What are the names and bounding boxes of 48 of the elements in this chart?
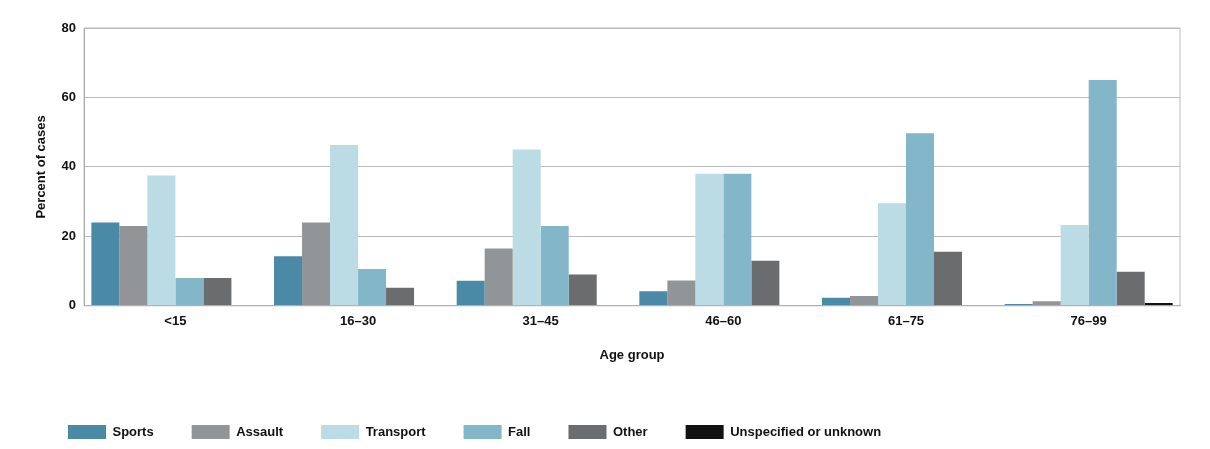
bar bbox=[568, 274, 597, 306]
bar bbox=[695, 173, 724, 306]
legend-label: Assault bbox=[236, 423, 284, 439]
bar bbox=[1060, 224, 1089, 306]
bar bbox=[540, 225, 569, 306]
y-tick-label: 60 bbox=[61, 89, 77, 105]
bar bbox=[512, 149, 541, 306]
bar bbox=[723, 173, 752, 306]
x-tick-label: 16–30 bbox=[339, 313, 377, 329]
legend-label: Fall bbox=[508, 423, 531, 439]
bar bbox=[639, 291, 668, 306]
bar bbox=[456, 280, 485, 306]
y-axis-title: Percent of cases bbox=[33, 115, 49, 219]
bar bbox=[203, 278, 232, 306]
x-tick-label: 61–75 bbox=[887, 313, 925, 329]
bar bbox=[878, 203, 907, 306]
bar bbox=[330, 145, 359, 306]
legend-label: Sports bbox=[112, 423, 154, 439]
bar bbox=[1032, 301, 1061, 306]
bar bbox=[751, 260, 780, 306]
y-tick-label: 0 bbox=[68, 297, 77, 313]
bar bbox=[119, 225, 148, 306]
x-tick-label: 76–99 bbox=[1070, 313, 1107, 329]
bar bbox=[1088, 80, 1117, 306]
legend-label: Unspecified or unknown bbox=[730, 423, 882, 439]
bar bbox=[302, 222, 331, 306]
bar bbox=[934, 251, 963, 306]
x-axis-title: Age group bbox=[599, 346, 665, 362]
bar bbox=[274, 256, 303, 306]
bar bbox=[91, 222, 120, 306]
bar bbox=[850, 296, 879, 306]
bar bbox=[386, 287, 415, 306]
bar bbox=[821, 297, 850, 306]
bar bbox=[358, 268, 387, 306]
y-tick-label: 40 bbox=[61, 158, 77, 174]
x-tick-label: 31–45 bbox=[522, 313, 559, 329]
y-tick-label: 80 bbox=[61, 19, 77, 35]
bar bbox=[147, 175, 176, 306]
legend-label: Transport bbox=[365, 423, 427, 439]
bar bbox=[906, 133, 935, 306]
bar bbox=[1116, 271, 1145, 306]
bar bbox=[484, 248, 513, 306]
y-tick-label: 20 bbox=[61, 227, 77, 243]
legend-label: Other bbox=[612, 423, 648, 439]
bar bbox=[667, 280, 696, 306]
x-tick-label: 46–60 bbox=[705, 313, 742, 329]
x-tick-label: <15 bbox=[164, 313, 187, 329]
bar bbox=[175, 278, 204, 306]
